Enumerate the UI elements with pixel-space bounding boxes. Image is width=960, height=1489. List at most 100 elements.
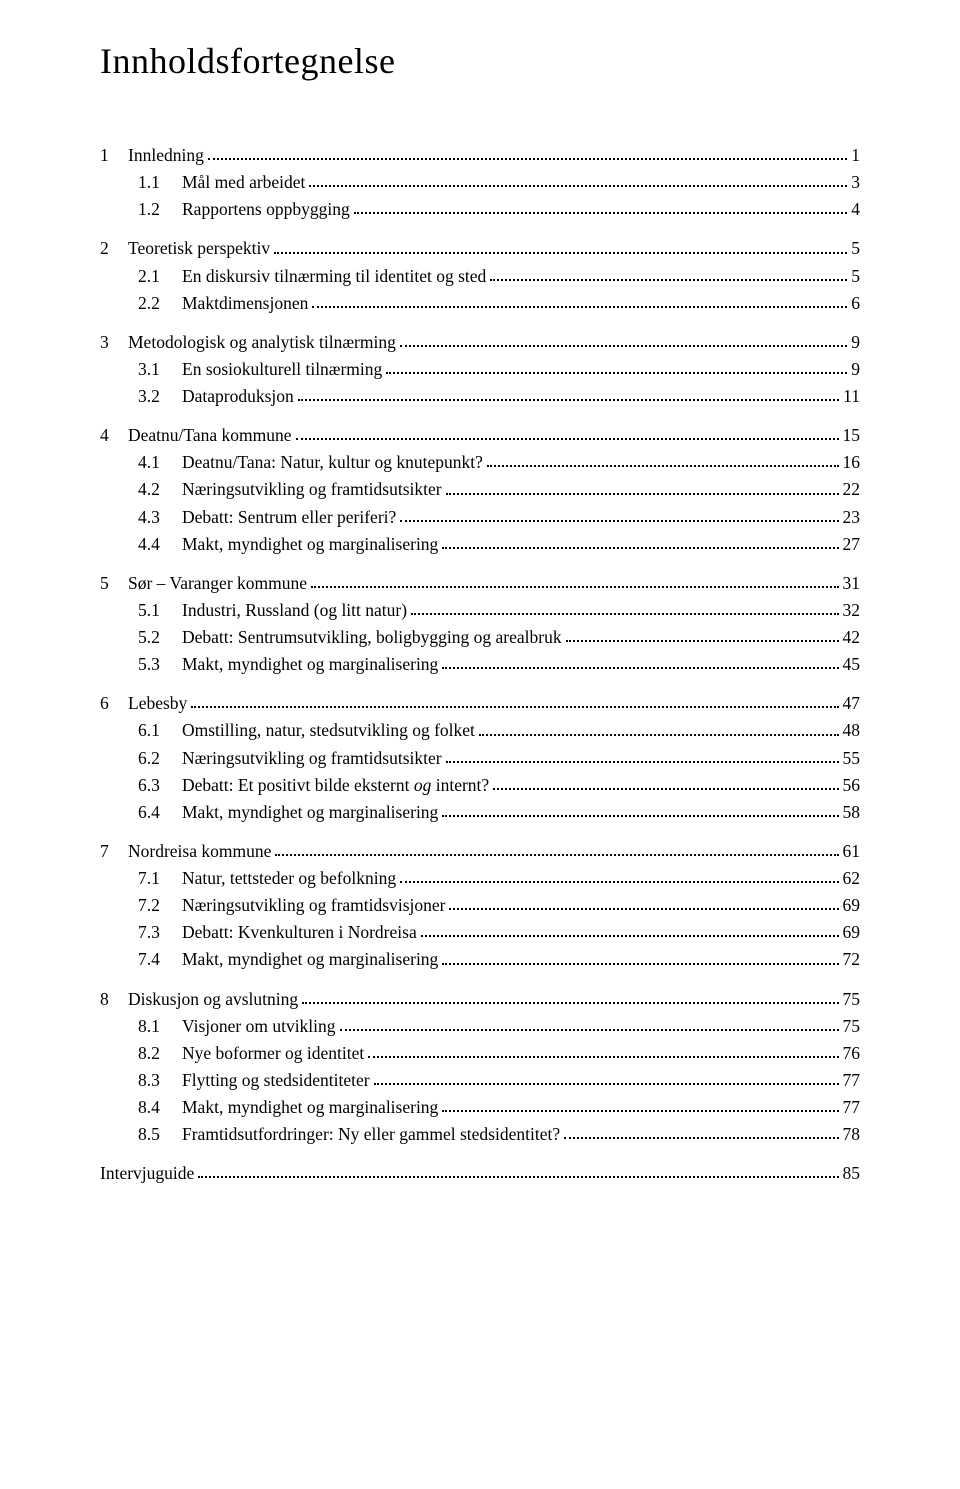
toc-subentry: 3.2Dataproduksjon11 — [100, 383, 860, 410]
toc-page-number: 58 — [843, 799, 861, 826]
toc-text: Intervjuguide — [100, 1160, 194, 1187]
toc-subentry: 4.2Næringsutvikling og framtidsutsikter2… — [100, 476, 860, 503]
toc-entry: 3Metodologisk og analytisk tilnærming9 — [100, 329, 860, 356]
toc-leader — [368, 1055, 838, 1058]
toc-subentry: 4.1Deatnu/Tana: Natur, kultur og knutepu… — [100, 449, 860, 476]
toc-leader — [442, 962, 838, 965]
toc-leader — [411, 612, 838, 615]
toc-subentry: 7.1Natur, tettsteder og befolkning62 — [100, 865, 860, 892]
toc-text: Nye boformer og identitet — [182, 1040, 364, 1067]
toc-text: Mål med arbeidet — [182, 169, 305, 196]
toc-text: Diskusjon og avslutning — [128, 986, 298, 1013]
toc-leader — [275, 853, 838, 856]
toc-number: 8.1 — [138, 1013, 182, 1040]
toc-text: Debatt: Et positivt bilde eksternt og in… — [182, 772, 489, 799]
toc-page-number: 47 — [843, 690, 861, 717]
toc-page-number: 9 — [851, 329, 860, 356]
toc-container: 1Innledning11.1Mål med arbeidet31.2Rappo… — [100, 142, 860, 1187]
toc-text: Næringsutvikling og framtidsutsikter — [182, 745, 442, 772]
toc-number: 5.3 — [138, 651, 182, 678]
toc-leader — [566, 639, 839, 642]
toc-text: Lebesby — [128, 690, 187, 717]
toc-page-number: 5 — [851, 235, 860, 262]
toc-page-number: 27 — [843, 531, 861, 558]
toc-subentry: 1.1Mål med arbeidet 3 — [100, 169, 860, 196]
toc-text: Nordreisa kommune — [128, 838, 271, 865]
toc-page-number: 3 — [851, 169, 860, 196]
toc-number: 6.2 — [138, 745, 182, 772]
toc-text: Debatt: Kvenkulturen i Nordreisa — [182, 919, 417, 946]
toc-subentry: 6.1Omstilling, natur, stedsutvikling og … — [100, 717, 860, 744]
toc-subentry: 8.2Nye boformer og identitet76 — [100, 1040, 860, 1067]
toc-page-number: 69 — [843, 892, 861, 919]
toc-subentry: 4.3Debatt: Sentrum eller periferi?23 — [100, 504, 860, 531]
toc-text: Natur, tettsteder og befolkning — [182, 865, 396, 892]
toc-number: 8.3 — [138, 1067, 182, 1094]
toc-subentry: 2.2Maktdimensjonen6 — [100, 290, 860, 317]
toc-page-number: 85 — [843, 1160, 861, 1187]
toc-number: 2 — [100, 235, 128, 262]
toc-leader — [442, 1109, 838, 1112]
toc-subentry: 3.1En sosiokulturell tilnærming9 — [100, 356, 860, 383]
toc-number: 1 — [100, 142, 128, 169]
toc-leader — [274, 251, 847, 254]
toc-leader — [479, 733, 839, 736]
toc-page-number: 78 — [843, 1121, 861, 1148]
toc-page-number: 62 — [843, 865, 861, 892]
toc-number: 4.1 — [138, 449, 182, 476]
toc-number: 8.2 — [138, 1040, 182, 1067]
toc-number: 1.1 — [138, 169, 182, 196]
toc-number: 3.1 — [138, 356, 182, 383]
toc-leader — [490, 278, 847, 281]
toc-page-number: 48 — [843, 717, 861, 744]
toc-text: Næringsutvikling og framtidsvisjoner — [182, 892, 445, 919]
toc-leader — [442, 666, 838, 669]
toc-leader — [446, 492, 839, 495]
toc-number: 7 — [100, 838, 128, 865]
toc-text: Visjoner om utvikling — [182, 1013, 336, 1040]
toc-page-number: 45 — [843, 651, 861, 678]
toc-text: Næringsutvikling og framtidsutsikter — [182, 476, 442, 503]
toc-subentry: 7.3Debatt: Kvenkulturen i Nordreisa69 — [100, 919, 860, 946]
toc-text: Flytting og stedsidentiteter — [182, 1067, 370, 1094]
toc-leader — [421, 934, 839, 937]
toc-text: Industri, Russland (og litt natur) — [182, 597, 407, 624]
toc-subentry: 1.2Rapportens oppbygging4 — [100, 196, 860, 223]
toc-number: 4 — [100, 422, 128, 449]
toc-text: Deatnu/Tana kommune — [128, 422, 292, 449]
toc-leader — [400, 344, 847, 347]
toc-subentry: 7.4Makt, myndighet og marginalisering72 — [100, 946, 860, 973]
toc-number: 8 — [100, 986, 128, 1013]
toc-number: 6 — [100, 690, 128, 717]
toc-page-number: 69 — [843, 919, 861, 946]
toc-group: 6Lebesby 476.1Omstilling, natur, stedsutv… — [100, 690, 860, 826]
toc-entry: 6Lebesby 47 — [100, 690, 860, 717]
toc-text: Innledning — [128, 142, 204, 169]
toc-number: 7.2 — [138, 892, 182, 919]
toc-number: 2.2 — [138, 290, 182, 317]
toc-page-number: 16 — [843, 449, 861, 476]
toc-text: Makt, myndighet og marginalisering — [182, 799, 438, 826]
toc-text: Rapportens oppbygging — [182, 196, 350, 223]
toc-number: 6.4 — [138, 799, 182, 826]
toc-entry: 4Deatnu/Tana kommune15 — [100, 422, 860, 449]
toc-number: 6.1 — [138, 717, 182, 744]
toc-leader — [386, 371, 847, 374]
toc-page-number: 11 — [843, 383, 860, 410]
toc-text: En diskursiv tilnærming til identitet og… — [182, 263, 486, 290]
toc-group: 3Metodologisk og analytisk tilnærming93.… — [100, 329, 860, 410]
toc-subentry: 8.1Visjoner om utvikling75 — [100, 1013, 860, 1040]
toc-subentry: 8.4Makt, myndighet og marginalisering77 — [100, 1094, 860, 1121]
toc-subentry: 6.3Debatt: Et positivt bilde eksternt og… — [100, 772, 860, 799]
toc-subentry: 8.3Flytting og stedsidentiteter77 — [100, 1067, 860, 1094]
toc-text: Makt, myndighet og marginalisering — [182, 651, 438, 678]
toc-page-number: 1 — [851, 142, 860, 169]
toc-leader — [340, 1028, 839, 1031]
toc-text: Makt, myndighet og marginalisering — [182, 1094, 438, 1121]
toc-page-number: 9 — [851, 356, 860, 383]
toc-text: Maktdimensjonen — [182, 290, 308, 317]
toc-text: Debatt: Sentrumsutvikling, boligbygging … — [182, 624, 562, 651]
toc-leader — [374, 1082, 839, 1085]
toc-page-number: 4 — [851, 196, 860, 223]
toc-entry: Intervjuguide 85 — [100, 1160, 860, 1187]
